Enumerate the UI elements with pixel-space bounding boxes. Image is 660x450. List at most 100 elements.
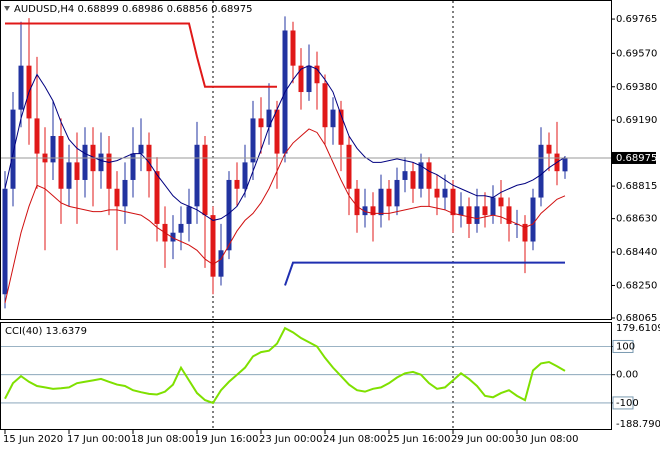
high: 0.68986 [122,4,163,15]
candle-body [418,162,424,189]
low: 0.68856 [167,4,208,15]
x-tick-label: 25 Jun 16:00 [387,434,451,445]
candle-body [362,206,368,216]
candle-body [290,30,296,66]
x-tick-label: 17 Jun 00:00 [67,434,131,445]
y-limit-label: 179.6109 [616,323,660,334]
indicator-line [4,65,566,221]
candle-body [130,153,136,180]
x-tick-label: 15 Jun 2020 [3,434,63,445]
open: 0.68899 [77,4,118,15]
candle-body [394,179,400,207]
level-tag [612,396,634,410]
price-tag-label: 0.68975 [616,153,657,164]
candle-body [450,188,456,216]
x-tick-label: 30 Jun 08:00 [515,434,579,445]
candle-body [402,171,408,180]
y-limit-label: -188.7904 [616,419,660,430]
level-tag [612,339,634,353]
candle-body [482,206,488,216]
y-tick-label: 0.00 [616,370,638,381]
candle-body [442,188,448,198]
candle-body [50,135,56,163]
candle-body [346,144,352,189]
candle-body [274,109,280,154]
candle-body [138,144,144,154]
candle-body [106,153,112,189]
candle-body [186,206,192,224]
candle-body [474,206,480,224]
candle-body [490,197,496,216]
indicator-line [4,128,566,304]
candle-body [2,188,8,295]
price-tag [612,151,656,164]
cci-panel [0,322,612,430]
candle-body [522,223,528,242]
candle-body [378,188,384,216]
candle-body [506,206,512,224]
candle-body [458,206,464,216]
candle-body [410,171,416,189]
candle-body [266,109,272,128]
candle-body [82,144,88,180]
marks [1,16,611,405]
candle-body [330,109,336,128]
y-tick-label: 0.69380 [616,82,657,93]
candle-body [10,109,16,189]
y-tick-label: -100 [616,398,639,409]
candle-body [314,65,320,84]
candle-body [170,232,176,242]
candle-body [562,157,568,172]
candle-body [18,65,24,110]
candle-body [370,206,376,216]
candle-body [154,171,160,224]
x-tick-label: 18 Jun 08:00 [131,434,195,445]
y-tick-label: 0.68250 [616,280,657,291]
y-tick-label: 0.68440 [616,247,657,258]
candle-body [306,65,312,93]
candle-body [386,188,392,207]
y-tick-label: 0.69765 [616,14,657,25]
candle-body [466,206,472,224]
x-tick-label: 24 Jun 08:00 [323,434,387,445]
y-tick-label: 0.69570 [616,48,657,59]
x-tick-label: 29 Jun 00:00 [451,434,515,445]
candle-body [434,188,440,198]
candle-body [98,153,104,172]
candle-body [234,179,240,189]
candle-body [66,162,72,189]
candle-body [210,215,216,277]
candle-body [178,223,184,233]
close: 0.68975 [211,4,252,15]
cci-header: CCI(40) 13.6379 [5,326,87,337]
symbol: AUDUSD,H4 [14,4,74,15]
candle-body [538,144,544,198]
candle-body [74,162,80,180]
x-tick-label: 19 Jun 16:00 [195,434,259,445]
candle-body [298,65,304,93]
symbol-icon [4,6,10,11]
candle-body [58,135,64,189]
y-tick-label: 0.69190 [616,115,657,126]
indicator-line [5,22,277,88]
x-tick-label: 23 Jun 00:00 [259,434,323,445]
cci-title: CCI(40) [5,326,43,337]
indicator-line [284,261,565,286]
candle-body [250,118,256,163]
candle-body [114,188,120,207]
candle-body [34,118,40,154]
chart-header: AUDUSD,H4 0.68899 0.68986 0.68856 0.6897… [14,4,252,15]
candle-body [242,162,248,189]
y-tick-label: 0.68630 [616,214,657,225]
indicator-line [4,326,566,405]
candle-body [338,109,344,145]
y-tick-label: 0.68815 [616,181,657,192]
candle-body [218,250,224,277]
candle-body [426,162,432,189]
candle-body [122,179,128,207]
y-tick-label: 100 [616,341,635,352]
candle-body [226,179,232,251]
candle-body [202,144,208,216]
candle-body [546,144,552,154]
